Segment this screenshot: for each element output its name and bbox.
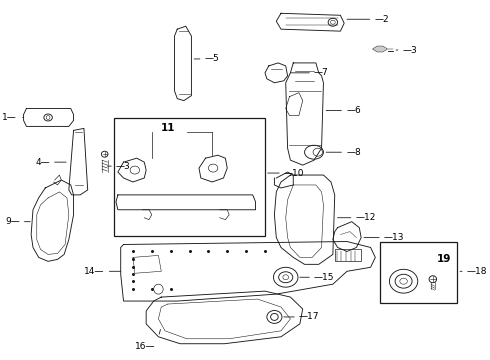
Text: 9—: 9—: [5, 217, 20, 226]
Bar: [335, 249, 361, 261]
Text: —18: —18: [467, 267, 487, 276]
Text: —2: —2: [374, 15, 389, 24]
Bar: [114, 118, 265, 235]
Polygon shape: [372, 46, 388, 52]
Text: —10: —10: [284, 168, 304, 177]
Text: 4—: 4—: [35, 158, 50, 167]
Text: —13: —13: [384, 233, 404, 242]
Text: 16—: 16—: [135, 342, 156, 351]
Text: —6: —6: [346, 106, 361, 115]
Text: 1—: 1—: [2, 113, 17, 122]
Text: —5: —5: [205, 54, 220, 63]
Text: —8: —8: [346, 148, 361, 157]
Text: 19: 19: [437, 255, 451, 264]
Bar: [380, 242, 457, 303]
Text: 14—: 14—: [84, 267, 105, 276]
Text: —7: —7: [314, 68, 329, 77]
Text: —3: —3: [116, 162, 131, 171]
Text: 11: 11: [161, 123, 175, 134]
Text: —12: —12: [356, 213, 376, 222]
Text: —3: —3: [403, 45, 417, 54]
Text: —15: —15: [314, 273, 335, 282]
Text: —17: —17: [299, 312, 319, 321]
